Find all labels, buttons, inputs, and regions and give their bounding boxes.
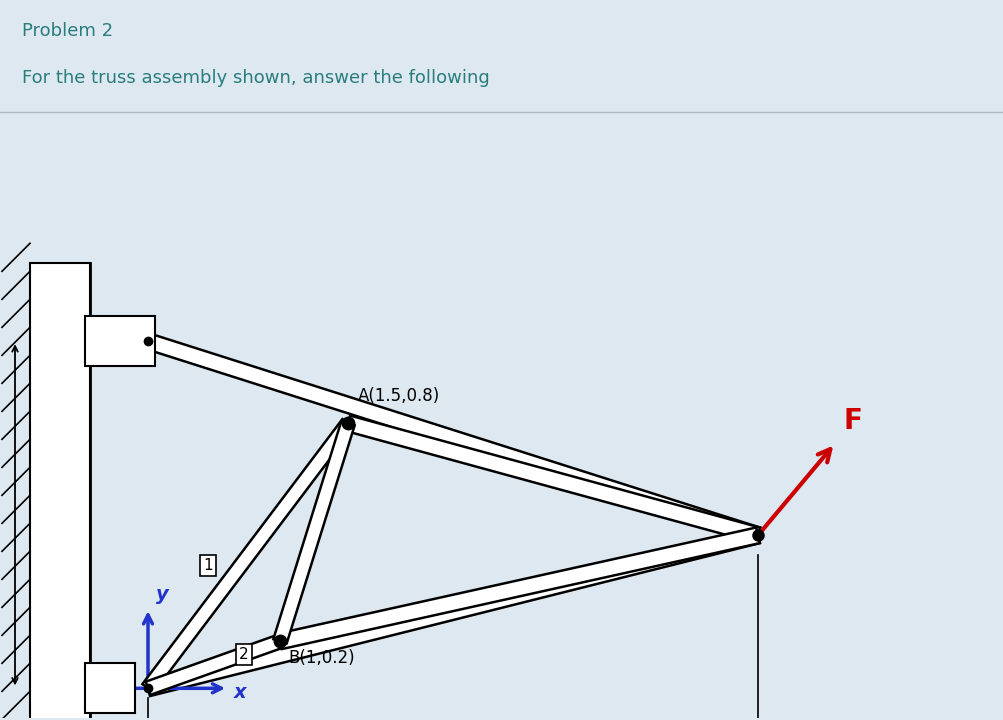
Text: 2: 2 — [239, 647, 249, 662]
Text: F: F — [843, 408, 862, 436]
Polygon shape — [273, 421, 354, 644]
Bar — [85, 316, 154, 366]
Bar — [30, 264, 90, 720]
Text: y: y — [155, 585, 169, 604]
Text: Problem 2: Problem 2 — [22, 22, 113, 40]
Polygon shape — [142, 419, 353, 693]
Polygon shape — [145, 333, 759, 543]
Polygon shape — [278, 528, 759, 649]
Polygon shape — [145, 635, 282, 695]
Text: 1: 1 — [203, 558, 213, 573]
Text: For the truss assembly shown, answer the following: For the truss assembly shown, answer the… — [22, 69, 489, 87]
Text: x: x — [234, 683, 247, 702]
Polygon shape — [145, 528, 759, 696]
Bar — [85, 663, 134, 714]
Text: B(1,0.2): B(1,0.2) — [288, 649, 354, 667]
Polygon shape — [346, 415, 759, 543]
Text: A(1.5,0.8): A(1.5,0.8) — [358, 387, 439, 405]
